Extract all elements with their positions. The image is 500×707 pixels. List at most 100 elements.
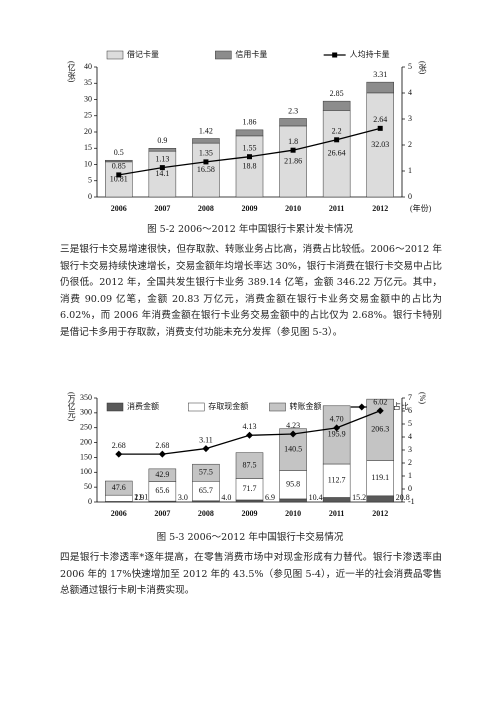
data-label: 2.64	[373, 115, 387, 124]
y-tick-label: 350	[80, 393, 92, 402]
line-point	[158, 450, 166, 458]
figure-caption: 图 5-3 2006～2012 年中国银行卡交易情况	[156, 532, 344, 543]
data-label: 65.6	[155, 486, 169, 495]
line-point	[290, 147, 296, 153]
line-point	[289, 430, 297, 438]
chart: 0 50 100 150 200 250 300 350 -1 0 1 2 3 4 5 6 7 (万亿元) (%) 2…	[67, 392, 427, 518]
line-point	[115, 450, 123, 458]
y-tick-label: 150	[80, 452, 92, 461]
line-point	[333, 424, 341, 432]
x-tick-label: 2012	[372, 509, 388, 518]
bar-segment	[322, 497, 351, 503]
line-point	[116, 172, 122, 178]
x-tick-label: 2011	[329, 509, 345, 518]
data-label: 14.1	[155, 169, 169, 178]
y2-tick-label: -1	[408, 497, 415, 506]
bar-segment	[148, 148, 177, 152]
legend-swatch	[106, 402, 124, 412]
bar-segment	[366, 460, 394, 497]
data-label: 1.42	[199, 126, 213, 135]
line-point	[334, 137, 340, 143]
x-tick-label: 2008	[198, 509, 214, 518]
data-label: 10.81	[110, 174, 128, 183]
y2-tick-label: 6	[408, 406, 412, 415]
paragraph: 三是银行卡交易增速很快，但存取款、转账业务占比高，消费占比较低。2006～201…	[60, 244, 442, 338]
data-label: 16.58	[197, 165, 215, 174]
y2-tick-label: 0	[408, 484, 412, 493]
bar-segment	[148, 468, 177, 482]
data-label: 21.86	[284, 156, 302, 165]
bar-segment	[235, 129, 264, 137]
bar-segment	[192, 138, 220, 144]
y-tick-label: 0	[88, 497, 92, 506]
bar-segment	[235, 135, 264, 198]
line-point	[246, 431, 253, 439]
bar-segment	[366, 92, 394, 198]
bar-segment	[322, 405, 351, 465]
data-label: 1.13	[155, 154, 169, 163]
bar-segment	[105, 480, 133, 496]
line-point	[377, 125, 383, 131]
chart: 0 5 10 15 20 25 30 35 40 0 1 2 3 4 5 (亿张) (张) (年份) 2006 200…	[67, 49, 432, 213]
data-label: 21.1	[134, 492, 148, 501]
x-tick-label: 2006	[111, 204, 127, 213]
data-label: 1.86	[243, 118, 257, 127]
data-label: 2.3	[288, 106, 298, 115]
legend-swatch	[188, 402, 205, 412]
data-label: 4.70	[330, 415, 344, 424]
x-tick-label: 2007	[154, 509, 170, 518]
bar-segment	[235, 499, 264, 503]
legend-label: 消费金额	[127, 401, 159, 411]
y2-tick-label: 1	[408, 471, 412, 480]
data-label: 15.2	[352, 493, 366, 502]
y-axis-title: (万亿元)	[67, 392, 76, 422]
data-label: 57.5	[199, 468, 213, 477]
y2-tick-label: 2	[408, 458, 412, 467]
data-label: 0.85	[112, 162, 126, 171]
x-tick-label: 2006	[111, 509, 127, 518]
y-tick-label: 25	[84, 111, 92, 120]
bar-segment	[366, 495, 394, 503]
data-label: 4.13	[243, 422, 257, 431]
bar-segment	[105, 494, 133, 502]
y-tick-label: 35	[84, 78, 92, 87]
data-label: 47.6	[112, 483, 126, 492]
y2-axis-title: (张)	[418, 61, 427, 75]
bar-segment	[192, 142, 220, 198]
bar-segment	[322, 100, 351, 111]
y2-tick-label: 4	[408, 88, 412, 97]
y-tick-label: 40	[84, 62, 92, 71]
y2-tick-label: 0	[408, 192, 412, 201]
data-label: 1.8	[288, 137, 298, 146]
y-tick-label: 15	[84, 143, 92, 152]
y2-tick-label: 3	[408, 445, 412, 454]
data-label: 10.4	[309, 493, 323, 502]
legend-swatch	[106, 50, 124, 60]
data-label: 1.35	[199, 149, 213, 158]
line-point	[247, 154, 252, 160]
legend-label: 转账金额	[290, 401, 322, 411]
data-label: 6.02	[373, 398, 387, 407]
line-point	[376, 407, 384, 415]
data-label: 206.3	[371, 425, 389, 434]
bar-segment	[148, 150, 177, 198]
legend-marker	[332, 52, 338, 58]
y-tick-label: 300	[80, 408, 92, 417]
y2-tick-label: 7	[408, 393, 412, 402]
x-tick-label: 2009	[242, 509, 258, 518]
legend-label: 人均持卡量	[350, 49, 390, 59]
y2-tick-label: 5	[408, 419, 412, 428]
data-label: 71.7	[243, 484, 257, 493]
line-point	[203, 159, 209, 165]
y-tick-label: 20	[84, 127, 92, 136]
y-tick-label: 100	[80, 467, 92, 476]
data-label: 1.55	[243, 144, 257, 153]
figure-caption: 图 5-2 2006～2012 年中国银行卡累计发卡情况	[147, 224, 353, 235]
bar-segment	[322, 463, 351, 498]
data-label: 18.8	[243, 161, 257, 170]
legend-label: 借记卡量	[127, 49, 159, 59]
line-point	[159, 165, 165, 171]
legend-marker	[358, 403, 366, 411]
data-label: 112.7	[328, 476, 346, 485]
